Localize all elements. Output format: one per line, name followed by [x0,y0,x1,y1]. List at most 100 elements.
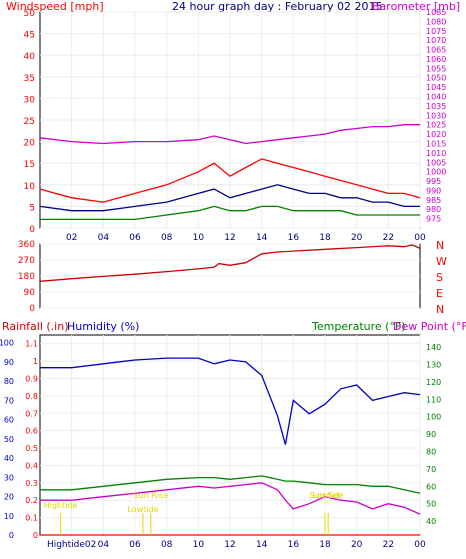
humidity-tick-label: 30 [4,473,14,482]
temperature-tick-label: 120 [426,378,441,387]
wind-x-tick-label: 20 [351,233,363,243]
rainfall-axis-label: Rainfall (.in) [2,320,69,333]
temperature-tick-label: 140 [426,343,441,352]
barometer-tick-label: 975 [426,215,441,224]
series-barometer [39,124,420,145]
humidity-tick-label: 80 [4,377,14,386]
wind-tick-label: 30 [24,95,36,105]
grid-lines [40,11,421,536]
wind-x-tick-label: 12 [224,233,235,243]
barometer-tick-label: 980 [426,205,441,214]
rain-x-tick-label: 20 [351,540,363,550]
barometer-tick-label: 1085 [426,8,446,17]
barometer-tick-label: 1040 [426,93,446,102]
barometer-tick-label: 1005 [426,158,446,167]
chart-title: 24 hour graph day : February 02 2015 [172,0,383,13]
barometer-tick-label: 1070 [426,36,446,45]
annotation-label: Sun Set [310,491,341,500]
rain-tick-label: 0.1 [25,514,38,523]
rain-x-tick-label: 00 [414,540,426,550]
humidity-tick-label: 60 [4,416,14,425]
rain-tick-label: 0.8 [25,392,38,401]
barometer-tick-label: 1045 [426,83,446,92]
humidity-axis-label: Humidity (%) [67,320,139,333]
direction-tick-label: 180 [18,272,35,282]
wind-tick-label: 20 [24,139,36,149]
rain-x-tick-label: 18 [319,540,331,550]
wind-x-tick-label: 22 [383,233,394,243]
rain-x-tick-label: 08 [161,540,173,550]
rain-x-tick-label: 12 [224,540,235,550]
wind-x-tick-label: 16 [288,233,300,243]
axis-tick-labels: 0510152025303540455097598098599099510001… [0,8,447,550]
rain-tick-label: 0.5 [25,444,38,453]
annotation-label: Hightide [44,501,78,510]
rain-x-tick-label: 06 [129,540,141,550]
direction-tick-label: 360 [18,240,35,250]
direction-tick-label: 270 [18,256,35,266]
data-series [39,124,421,536]
temperature-tick-label: 90 [426,430,436,439]
barometer-tick-label: 990 [426,186,441,195]
temperature-tick-label: 110 [426,395,441,404]
barometer-tick-label: 1060 [426,55,446,64]
humidity-tick-label: 20 [4,493,14,502]
barometer-tick-label: 1020 [426,130,446,139]
series-gust [39,158,421,203]
temperature-tick-label: 50 [426,500,436,509]
compass-label: E [436,287,443,300]
wind-x-tick-label: 10 [193,233,205,243]
barometer-tick-label: 1000 [426,168,446,177]
compass-label: N [436,239,444,252]
wind-x-tick-label: 18 [319,233,331,243]
wind-tick-label: 40 [24,52,36,62]
annotation-label: Sun Rise [134,491,169,500]
wind-x-tick-label: 00 [414,233,426,243]
temperature-axis-label: Temperature (°F) [311,320,406,333]
wind-x-tick-label: 02 [66,233,77,243]
rain-tick-label: 1.1 [25,340,38,349]
series-direction-speed [40,205,420,221]
rain-x-tick-label: Hightide02 [47,540,96,550]
compass-label: N [436,303,444,316]
temperature-tick-label: 60 [426,482,436,491]
series-humidity [40,357,421,445]
humidity-tick-label: 100 [0,339,14,348]
wind-tick-label: 25 [24,117,35,127]
barometer-tick-label: 1025 [426,121,446,130]
series-temperature [40,475,421,494]
rain-x-tick-label: 16 [288,540,300,550]
barometer-tick-label: 1080 [426,17,446,26]
barometer-tick-label: 1010 [426,149,446,158]
wind-x-tick-label: 14 [256,233,268,243]
humidity-tick-label: 50 [4,435,14,444]
temperature-tick-label: 70 [426,465,436,474]
series-direction [39,244,421,282]
rain-tick-label: 0 [33,531,38,540]
annotation-label: Lowtide [313,491,344,500]
barometer-tick-label: 1055 [426,64,446,73]
wind-x-tick-label: 06 [129,233,141,243]
wind-x-tick-label: 04 [98,233,110,243]
rain-x-tick-label: 22 [383,540,394,550]
wind-tick-label: 50 [24,9,36,19]
windspeed-axis-label: Windspeed [mph] [6,0,104,13]
direction-tick-label: 0 [29,304,35,314]
rain-tick-label: 0.4 [25,461,38,470]
barometer-tick-label: 1030 [426,111,446,120]
temperature-tick-label: 40 [426,517,436,526]
rain-x-tick-label: 04 [98,540,110,550]
barometer-tick-label: 1035 [426,102,446,111]
temperature-tick-label: 80 [426,448,436,457]
compass-label: S [436,271,443,284]
rain-x-tick-label: 10 [193,540,205,550]
humidity-tick-label: 10 [4,512,14,521]
temperature-tick-label: 100 [426,413,441,422]
wind-tick-label: 45 [24,31,35,41]
series-dewpoint [40,482,421,515]
wind-tick-label: 0 [29,225,35,235]
direction-tick-label: 90 [24,288,36,298]
series-average [39,184,420,212]
